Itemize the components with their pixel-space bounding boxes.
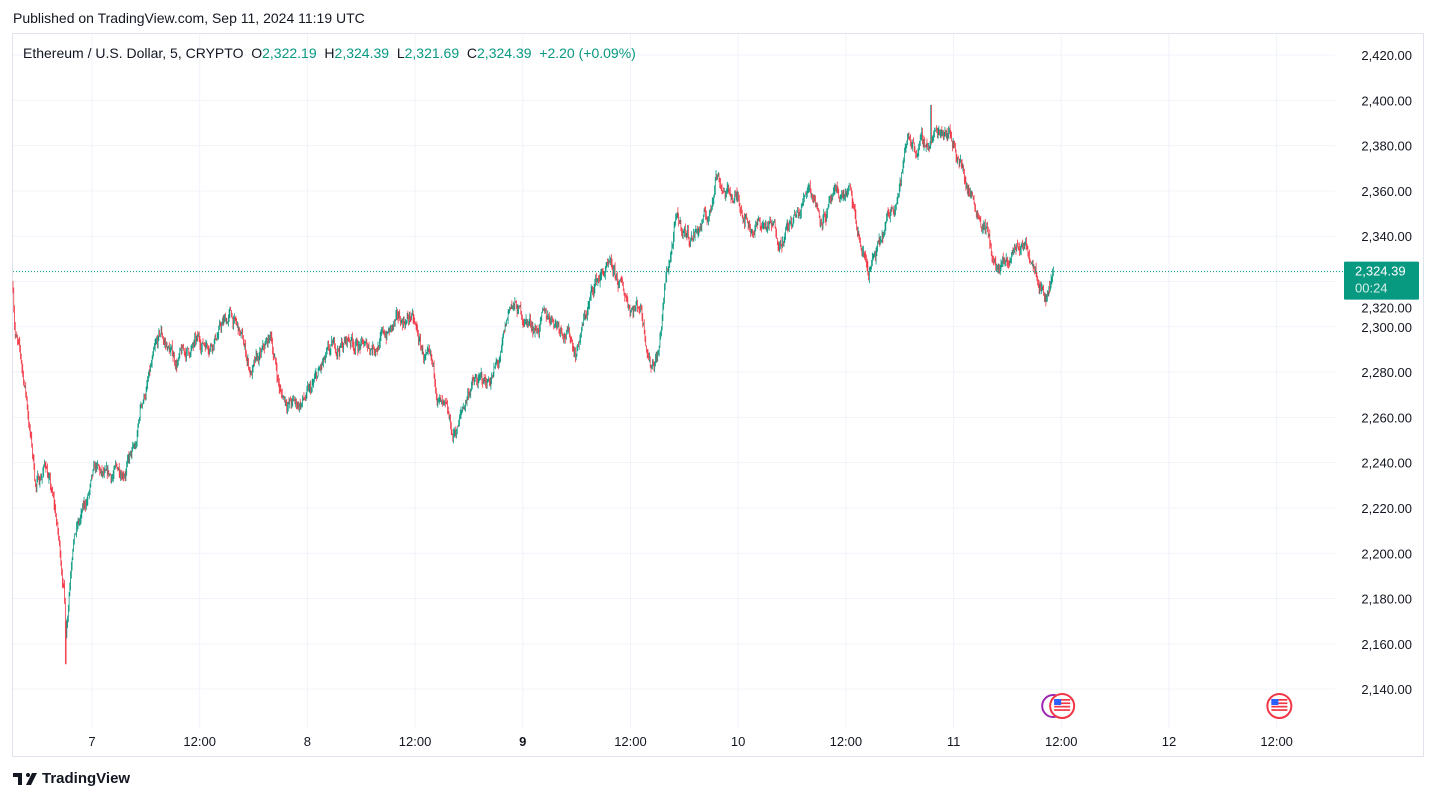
price-tick-label: 2,320.00 xyxy=(1361,301,1412,316)
time-tick-label: 12:00 xyxy=(399,734,432,749)
legend-change: +2.20 (+0.09%) xyxy=(539,45,636,61)
time-tick-label: 7 xyxy=(88,734,95,749)
legend-high-label: H xyxy=(324,45,335,61)
legend-low-label: L xyxy=(396,45,405,61)
price-axis: 2,140.00 2,160.00 2,180.00 2,200.00 2,220.00… xyxy=(1361,48,1412,697)
time-tick-label: 12:00 xyxy=(183,734,216,749)
price-tick-label: 2,240.00 xyxy=(1361,456,1412,471)
flag-stripe xyxy=(1054,699,1071,701)
price-tick-label: 2,200.00 xyxy=(1361,546,1412,561)
price-tick-label: 2,140.00 xyxy=(1361,682,1412,697)
legend-close: 2,324.39 xyxy=(477,45,532,61)
footer-brand-label: TradingView xyxy=(42,770,131,787)
price-tick-label: 2,280.00 xyxy=(1361,365,1412,380)
time-tick-label: 12 xyxy=(1162,734,1176,749)
flag-stripe xyxy=(1271,705,1288,708)
time-tick-label: 10 xyxy=(731,734,745,749)
legend-open-label: O xyxy=(251,45,263,61)
last-price-marker: 2,324.39 00:24 xyxy=(13,261,1419,300)
flag-stripe xyxy=(1054,709,1071,711)
tradingview-logo-icon xyxy=(13,772,37,785)
time-tick-label: 11 xyxy=(947,734,961,749)
price-tick-label: 2,420.00 xyxy=(1361,48,1412,63)
time-tick-label: 12:00 xyxy=(1045,734,1078,749)
price-tick-label: 2,180.00 xyxy=(1361,592,1412,607)
price-tick-label: 2,400.00 xyxy=(1361,93,1412,108)
flag-stripe xyxy=(1271,709,1288,711)
flag-canton xyxy=(1054,699,1062,705)
time-tick-label: 12:00 xyxy=(614,734,647,749)
legend-close-label: C xyxy=(466,45,478,61)
time-tick-label: 12:00 xyxy=(1260,734,1293,749)
time-axis: 7 12:00 8 12:00 9 12:00 10 12:00 11 12:00 12 12:00 xyxy=(88,734,1293,749)
price-tick-label: 2,300.00 xyxy=(1361,320,1412,335)
legend-symbol: Ethereum / U.S. Dollar, 5, CRYPTO xyxy=(23,45,244,61)
time-tick-label: 12:00 xyxy=(830,734,863,749)
price-tick-label: 2,260.00 xyxy=(1361,410,1412,425)
legend-open: 2,322.19 xyxy=(262,45,317,61)
us-flag-event-icon xyxy=(1266,693,1293,719)
time-tick-label: 8 xyxy=(304,734,311,749)
price-tick-label: 2,160.00 xyxy=(1361,637,1412,652)
price-tick-label: 2,380.00 xyxy=(1361,139,1412,154)
legend-high: 2,324.39 xyxy=(334,45,390,61)
flag-stripe xyxy=(1271,699,1288,701)
chart-legend: Ethereum / U.S. Dollar, 5, CRYPTO O2,322… xyxy=(23,45,636,61)
last-price-badge xyxy=(1344,261,1419,300)
countdown-label: 00:24 xyxy=(1355,281,1388,296)
us-flag-event-icon xyxy=(1049,693,1076,719)
price-tick-label: 2,340.00 xyxy=(1361,229,1412,244)
events xyxy=(1041,693,1293,719)
legend-low: 2,321.69 xyxy=(404,45,460,61)
grid xyxy=(13,34,1335,729)
chart-frame xyxy=(12,33,1424,757)
candles xyxy=(12,104,1054,665)
last-price-label: 2,324.39 xyxy=(1355,264,1406,279)
price-tick-label: 2,220.00 xyxy=(1361,501,1412,516)
footer-brand[interactable]: TradingView xyxy=(13,770,130,787)
time-tick-label: 9 xyxy=(519,734,526,749)
flag-stripe xyxy=(1054,705,1071,708)
flag-canton xyxy=(1271,699,1279,705)
price-tick-label: 2,360.00 xyxy=(1361,184,1412,199)
published-caption: Published on TradingView.com, Sep 11, 20… xyxy=(13,10,365,26)
flag-stripe xyxy=(1271,702,1288,705)
flag-stripe xyxy=(1054,702,1071,705)
